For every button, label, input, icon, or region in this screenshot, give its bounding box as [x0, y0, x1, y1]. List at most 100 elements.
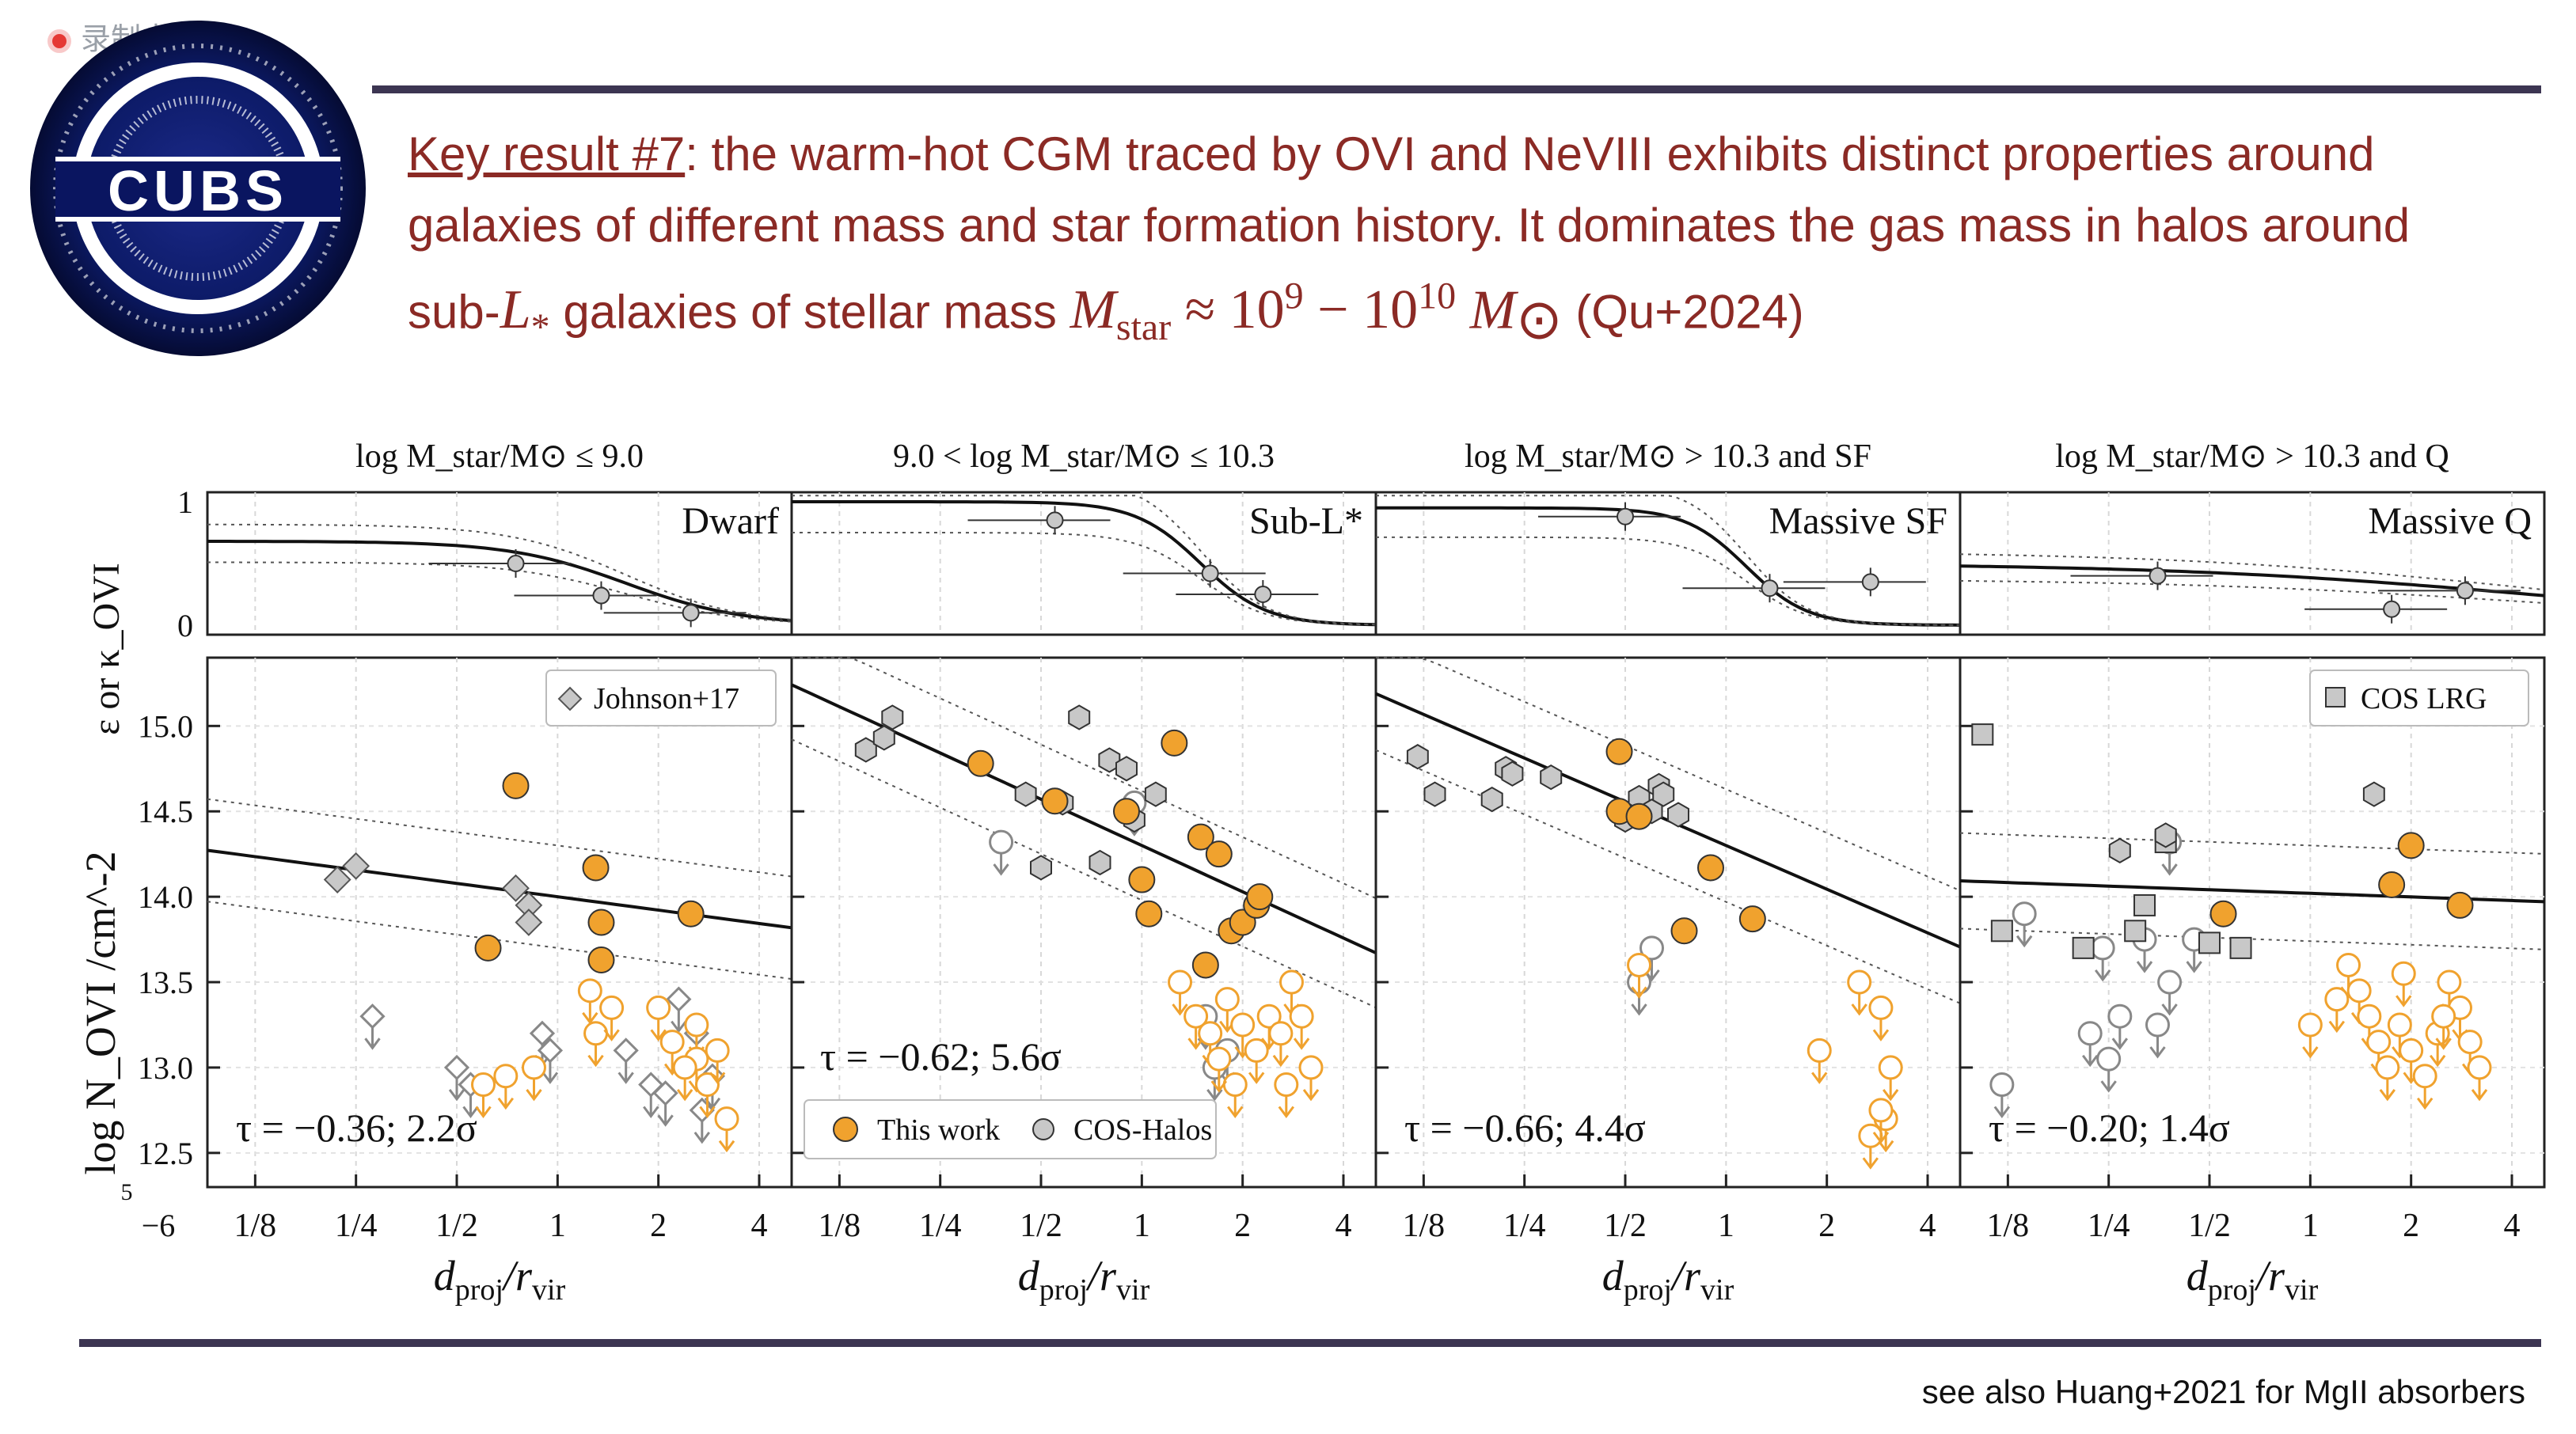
x-tick-label: 4: [1335, 1208, 1352, 1244]
comparison-limit-arrowhead: [462, 1106, 479, 1119]
comparison-limit-arrowhead: [364, 1038, 381, 1050]
covering-point: [2383, 600, 2401, 618]
bottom-y-tick-label: 13.5: [138, 965, 193, 1000]
detection-point: [677, 900, 705, 928]
upper-limit: [1847, 969, 1872, 995]
covering-fraction-band: [207, 523, 792, 620]
lrg-point: [2124, 920, 2147, 943]
stray-tick-label: 5: [121, 1179, 133, 1205]
comparison-point: [1115, 756, 1138, 782]
covering-fraction-band: [792, 532, 1377, 626]
covering-point: [1254, 586, 1272, 603]
upper-limit: [521, 1055, 546, 1080]
comparison-limit-arrowhead: [2149, 1046, 2166, 1059]
detection-point: [502, 772, 530, 799]
detection-point: [587, 946, 615, 973]
comparison-point: [323, 866, 351, 893]
comparison-limit: [443, 1054, 470, 1081]
covering-point: [1861, 573, 1879, 591]
legend-marker: [1032, 1118, 1054, 1140]
detection-point: [587, 909, 615, 936]
x-tick-label: 1/8: [1987, 1208, 2030, 1244]
citation: (Qu+2024): [1575, 285, 1804, 339]
upper-limit: [1168, 969, 1193, 995]
comparison-point: [515, 909, 543, 936]
detection-point: [967, 749, 994, 777]
lrg-point: [1990, 920, 2013, 943]
comparison-limit-arrowhead: [671, 1020, 687, 1034]
comparison-limit-arrowhead: [2186, 961, 2202, 973]
upper-limit: [2431, 1003, 2456, 1029]
upper-limit: [583, 1021, 609, 1046]
tau-statistic: τ = −0.20; 1.4σ: [1989, 1106, 2230, 1150]
bottom-y-tick-label: 12.5: [138, 1136, 193, 1171]
panel-header: log M_star/M⊙ > 10.3 and SF: [1465, 438, 1871, 475]
top-y-axis-label: ε or κ_OVI: [85, 563, 127, 735]
panel-name: Massive SF: [1769, 500, 1947, 542]
comparison-point: [1540, 764, 1563, 791]
panel-name: Sub-L*: [1249, 500, 1363, 542]
upper-limit: [1268, 1021, 1294, 1046]
comparison-limit: [2107, 1003, 2133, 1029]
fit-line: [1959, 879, 2545, 904]
comparison-limit-arrowhead: [2161, 863, 2178, 876]
comparison-limit-arrowhead: [617, 1072, 634, 1084]
footnote: see also Huang+2021 for MgII absorbers: [1921, 1373, 2525, 1410]
detection-point: [1135, 900, 1163, 928]
comparison-point: [1501, 761, 1524, 787]
upper-limit-arrowhead: [1872, 1131, 1890, 1144]
x-tick-label: 1/2: [1020, 1208, 1062, 1244]
upper-limit-arrowhead: [1227, 1106, 1244, 1119]
x-tick-label: 1/8: [1403, 1208, 1446, 1244]
upper-limit-arrowhead: [1272, 1054, 1290, 1068]
x-tick-label: 1/8: [234, 1208, 277, 1244]
upper-limit: [2336, 952, 2361, 977]
detection-point: [2397, 832, 2425, 859]
upper-limit: [1627, 952, 1652, 977]
detection-point: [1191, 951, 1219, 979]
detection-point: [1205, 840, 1233, 868]
comparison-point: [1098, 747, 1121, 773]
covering-fraction-band: [1959, 553, 2545, 591]
upper-limit-arrowhead: [1187, 1038, 1204, 1050]
bottom-y-tick-label: 14.5: [138, 794, 193, 829]
x-tick-label: 1/4: [919, 1208, 962, 1244]
headline-line2: galaxies of different mass and star form…: [408, 199, 2411, 252]
covering-fraction-band: [792, 495, 1377, 626]
panel-header: log M_star/M⊙ ≤ 9.0: [355, 438, 644, 475]
upper-limit: [1244, 1038, 1269, 1063]
logo-text: CUBS: [108, 160, 288, 223]
comparison-limit-arrowhead: [2161, 1003, 2178, 1016]
upper-limit-arrowhead: [1877, 1140, 1894, 1153]
covering-point: [1617, 507, 1635, 525]
x-tick-label: 2: [1818, 1208, 1835, 1244]
upper-limit: [2366, 1030, 2392, 1055]
upper-limit: [2324, 987, 2350, 1012]
covering-fraction-curve: [207, 540, 792, 623]
comparison-limit: [2077, 1021, 2103, 1046]
bottom-y-axis-label: log N_OVI /cm^-2: [77, 851, 124, 1174]
comparison-limit: [529, 1020, 556, 1046]
upper-limit-arrowhead: [1210, 1080, 1228, 1093]
comparison-limit-arrowhead: [2111, 1038, 2129, 1050]
upper-limit: [2391, 961, 2416, 986]
upper-limit: [2297, 1012, 2323, 1038]
top-panel-frame: [1959, 491, 2546, 636]
upper-limit-arrowhead: [699, 1106, 716, 1119]
bottom-y-tick-label: 13.0: [138, 1050, 193, 1086]
x-tick-label: 1/2: [2188, 1208, 2231, 1244]
top-y-tick-label: 1: [177, 484, 193, 520]
upper-limit: [599, 995, 625, 1020]
comparison-limit: [652, 1080, 678, 1106]
upper-limit-arrowhead: [650, 1029, 667, 1041]
comparison-limit-arrowhead: [993, 863, 1009, 876]
fit-band: [207, 798, 792, 878]
detection-point: [1625, 802, 1653, 830]
comparison-point: [872, 725, 895, 751]
comparison-limit-arrowhead: [2016, 935, 2033, 948]
stray-tick-label: −6: [142, 1208, 176, 1243]
x-tick-label: 1: [549, 1208, 566, 1244]
upper-limit: [2457, 1030, 2483, 1055]
comparison-limit: [359, 1003, 386, 1030]
covering-point: [682, 604, 700, 622]
